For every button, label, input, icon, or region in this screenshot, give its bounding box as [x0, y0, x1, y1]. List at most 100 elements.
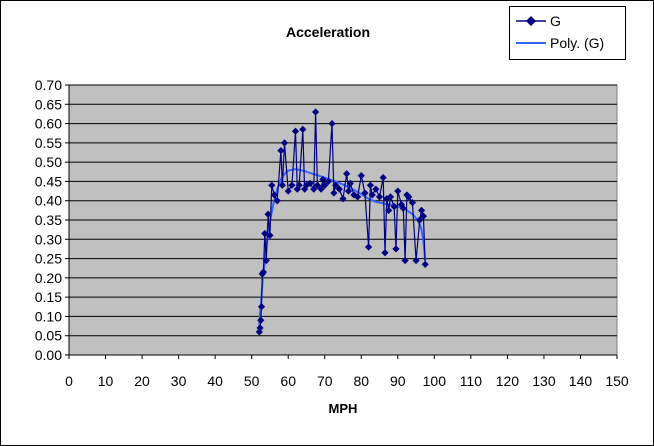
data-point-g	[321, 181, 329, 189]
data-point-g	[259, 268, 267, 276]
data-point-g	[277, 146, 285, 155]
axes	[65, 84, 618, 359]
data-point-g	[372, 185, 380, 193]
data-point-g	[416, 216, 424, 224]
data-point-g	[390, 202, 398, 211]
data-point-g	[270, 191, 278, 199]
data-point-g	[291, 127, 300, 135]
data-point-g	[319, 175, 327, 184]
data-point-g	[278, 181, 286, 189]
chart-title: Acceleration	[286, 24, 370, 40]
data-point-g	[366, 181, 374, 189]
y-tick-label: 0.15	[35, 289, 62, 305]
data-point-g	[324, 177, 332, 186]
data-point-g	[280, 139, 289, 147]
data-point-g	[417, 206, 426, 214]
data-point-g	[419, 212, 427, 220]
y-tick-label: 0.70	[35, 77, 62, 93]
data-point-g	[394, 187, 402, 195]
data-point-g	[361, 189, 369, 197]
data-point-g	[344, 187, 353, 195]
data-point-g	[405, 193, 413, 201]
data-point-g	[299, 125, 307, 133]
x-tick-label: 130	[532, 373, 556, 389]
x-tick-label: 120	[496, 373, 520, 389]
data-point-g	[256, 324, 264, 332]
trendline-poly-g	[258, 168, 427, 329]
x-tick-label: 140	[569, 373, 593, 389]
data-point-g	[306, 179, 314, 187]
data-point-g	[264, 210, 272, 218]
data-point-g	[328, 119, 336, 128]
data-point-g	[268, 181, 276, 189]
trendline-layer	[258, 168, 427, 329]
data-point-g	[354, 193, 362, 201]
data-point-g	[332, 181, 340, 189]
y-tick-label: 0.05	[35, 328, 62, 344]
data-point-g	[330, 189, 338, 197]
data-point-g	[368, 191, 376, 199]
data-point-g	[317, 185, 325, 193]
data-point-g	[383, 195, 391, 203]
data-point-g	[257, 316, 265, 324]
data-point-g	[375, 193, 384, 201]
y-tick-label: 0.25	[35, 251, 62, 267]
data-point-g	[295, 181, 303, 189]
x-tick-label: 30	[171, 373, 187, 389]
y-tick-label: 0.55	[35, 135, 62, 151]
legend-swatch-poly	[516, 42, 546, 44]
x-tick-label: 90	[390, 373, 406, 389]
y-tick-label: 0.30	[35, 231, 62, 247]
data-point-g	[310, 185, 318, 193]
data-point-g	[408, 199, 417, 207]
y-tick-label: 0.35	[35, 212, 62, 228]
data-point-g	[284, 187, 292, 195]
x-tick-label: 20	[134, 373, 150, 389]
data-point-g	[255, 328, 263, 336]
x-tick-label: 0	[65, 373, 73, 389]
chart-legend: G Poly. (G)	[509, 6, 626, 60]
x-tick-label: 80	[353, 373, 369, 389]
data-point-g	[385, 206, 393, 214]
y-tick-label: 0.50	[35, 154, 62, 170]
x-tick-label: 70	[317, 373, 333, 389]
x-tick-label: 150	[605, 373, 629, 389]
data-point-g	[386, 193, 395, 201]
legend-swatch-g	[516, 16, 546, 26]
y-tick-label: 0.45	[35, 173, 62, 189]
data-point-g	[412, 256, 420, 265]
legend-label-g: G	[550, 13, 561, 29]
x-tick-label: 40	[207, 373, 223, 389]
data-point-g	[381, 249, 389, 257]
data-point-g	[288, 181, 296, 189]
data-point-g	[421, 260, 429, 268]
data-point-g	[266, 231, 274, 240]
data-point-g	[335, 185, 343, 193]
data-point-g	[397, 200, 406, 209]
y-tick-label: 0.40	[35, 193, 62, 209]
legend-item-g: G	[510, 11, 625, 31]
data-point-g	[273, 197, 281, 205]
x-tick-label: 60	[280, 373, 296, 389]
x-tick-label: 100	[423, 373, 447, 389]
marker-layer	[255, 108, 429, 336]
x-tick-label: 10	[98, 373, 114, 389]
data-point-g	[357, 172, 365, 180]
data-point-g	[346, 179, 354, 187]
data-point-g	[313, 181, 322, 189]
x-axis-title: MPH	[329, 401, 358, 416]
legend-label-poly: Poly. (G)	[550, 35, 605, 51]
data-point-g	[379, 173, 387, 182]
y-tick-label: 0.00	[35, 347, 62, 363]
data-point-g	[364, 243, 373, 251]
data-point-g	[350, 191, 358, 199]
data-point-g	[339, 195, 347, 203]
x-tick-label: 50	[244, 373, 260, 389]
data-point-g	[392, 245, 400, 253]
data-point-g	[401, 256, 409, 265]
data-point-g	[312, 108, 320, 116]
data-point-g	[262, 256, 270, 265]
data-point-g	[343, 170, 351, 178]
